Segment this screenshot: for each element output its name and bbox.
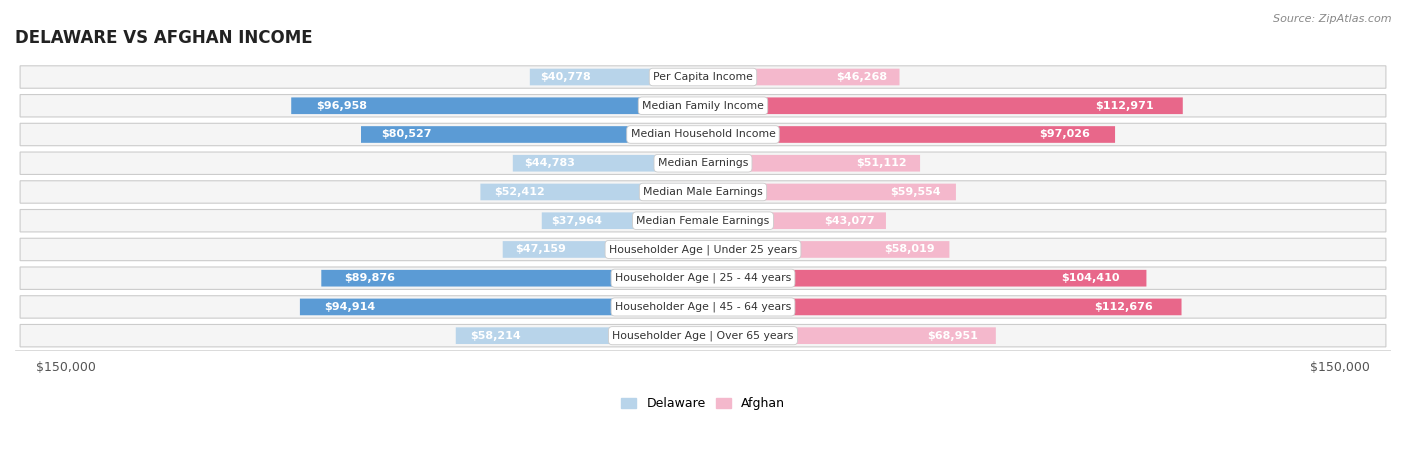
FancyBboxPatch shape <box>20 123 1386 146</box>
Text: Source: ZipAtlas.com: Source: ZipAtlas.com <box>1274 14 1392 24</box>
Text: $96,958: $96,958 <box>316 101 367 111</box>
Text: Householder Age | Over 65 years: Householder Age | Over 65 years <box>612 331 794 341</box>
FancyBboxPatch shape <box>503 241 703 258</box>
FancyBboxPatch shape <box>20 152 1386 175</box>
FancyBboxPatch shape <box>513 155 703 171</box>
Text: $47,159: $47,159 <box>515 244 565 255</box>
FancyBboxPatch shape <box>20 210 1386 232</box>
FancyBboxPatch shape <box>291 98 703 114</box>
Text: $51,112: $51,112 <box>856 158 907 168</box>
FancyBboxPatch shape <box>703 155 920 171</box>
Text: $58,214: $58,214 <box>471 331 522 340</box>
Text: $43,077: $43,077 <box>824 216 875 226</box>
Text: $46,268: $46,268 <box>837 72 887 82</box>
Text: $59,554: $59,554 <box>890 187 941 197</box>
Text: Householder Age | 45 - 64 years: Householder Age | 45 - 64 years <box>614 302 792 312</box>
FancyBboxPatch shape <box>20 94 1386 117</box>
FancyBboxPatch shape <box>703 298 1181 315</box>
FancyBboxPatch shape <box>703 69 900 85</box>
Text: Median Female Earnings: Median Female Earnings <box>637 216 769 226</box>
FancyBboxPatch shape <box>703 327 995 344</box>
Text: Householder Age | Under 25 years: Householder Age | Under 25 years <box>609 244 797 255</box>
Text: $58,019: $58,019 <box>884 244 935 255</box>
Text: $44,783: $44,783 <box>524 158 575 168</box>
FancyBboxPatch shape <box>703 184 956 200</box>
Text: Per Capita Income: Per Capita Income <box>652 72 754 82</box>
FancyBboxPatch shape <box>703 241 949 258</box>
Text: $112,676: $112,676 <box>1094 302 1153 312</box>
FancyBboxPatch shape <box>20 325 1386 347</box>
Text: Median Earnings: Median Earnings <box>658 158 748 168</box>
FancyBboxPatch shape <box>481 184 703 200</box>
Text: $40,778: $40,778 <box>540 72 591 82</box>
FancyBboxPatch shape <box>20 238 1386 261</box>
FancyBboxPatch shape <box>703 270 1146 287</box>
Text: Householder Age | 25 - 44 years: Householder Age | 25 - 44 years <box>614 273 792 283</box>
Text: DELAWARE VS AFGHAN INCOME: DELAWARE VS AFGHAN INCOME <box>15 29 312 47</box>
FancyBboxPatch shape <box>361 126 703 143</box>
Text: $104,410: $104,410 <box>1062 273 1119 283</box>
FancyBboxPatch shape <box>299 298 703 315</box>
Text: $80,527: $80,527 <box>381 129 432 140</box>
FancyBboxPatch shape <box>20 296 1386 318</box>
Text: Median Male Earnings: Median Male Earnings <box>643 187 763 197</box>
Text: Median Household Income: Median Household Income <box>630 129 776 140</box>
Text: $94,914: $94,914 <box>325 302 375 312</box>
FancyBboxPatch shape <box>20 267 1386 290</box>
Text: $97,026: $97,026 <box>1039 129 1090 140</box>
Text: $52,412: $52,412 <box>494 187 544 197</box>
Text: $89,876: $89,876 <box>344 273 395 283</box>
FancyBboxPatch shape <box>322 270 703 287</box>
FancyBboxPatch shape <box>530 69 703 85</box>
Text: Median Family Income: Median Family Income <box>643 101 763 111</box>
FancyBboxPatch shape <box>703 212 886 229</box>
FancyBboxPatch shape <box>456 327 703 344</box>
Legend: Delaware, Afghan: Delaware, Afghan <box>616 392 790 415</box>
FancyBboxPatch shape <box>541 212 703 229</box>
Text: $68,951: $68,951 <box>928 331 979 340</box>
FancyBboxPatch shape <box>20 181 1386 203</box>
FancyBboxPatch shape <box>20 66 1386 88</box>
Text: $112,971: $112,971 <box>1095 101 1154 111</box>
FancyBboxPatch shape <box>703 126 1115 143</box>
Text: $37,964: $37,964 <box>551 216 602 226</box>
FancyBboxPatch shape <box>703 98 1182 114</box>
